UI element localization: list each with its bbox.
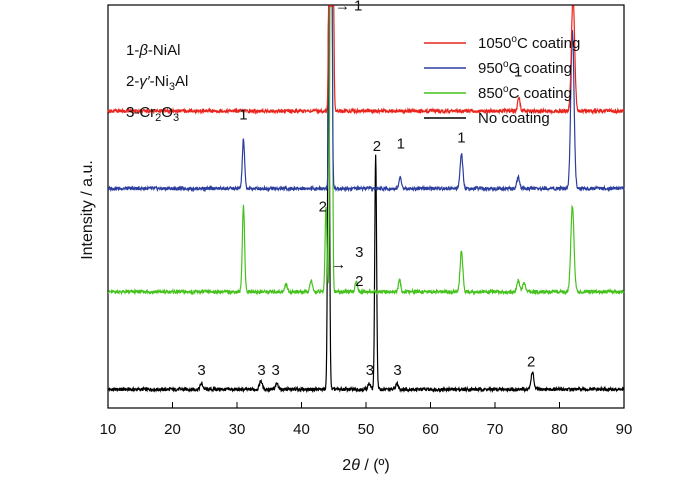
peak-label: 3	[366, 362, 374, 379]
x-tick-label: 10	[100, 421, 117, 438]
x-tick-label: 60	[422, 421, 439, 438]
series-layer	[107, 5, 625, 394]
peak-annotations: 1111123333322→1→32	[197, 0, 535, 379]
phase-key-1: 1-β-NiAl	[126, 42, 180, 59]
peak-callout: →	[331, 256, 346, 273]
legend-label: No coating	[478, 110, 550, 127]
peak-label: 2	[319, 198, 327, 215]
legend-label: 1050oC coating	[478, 34, 580, 52]
legend-label: 850oC coating	[478, 84, 572, 102]
phase-key-3: 3-Cr2O3	[126, 104, 179, 124]
legend: 1050oC coating 950oC coating 850oC coating…	[424, 34, 580, 127]
peak-callout: → 1	[335, 0, 362, 15]
peak-label: 3	[197, 362, 205, 379]
x-tick-label: 70	[487, 421, 504, 438]
peak-label: 3	[257, 362, 265, 379]
peak-label: 1	[514, 64, 522, 81]
x-tick-label: 50	[358, 421, 375, 438]
series-line-850-c-coating	[107, 5, 625, 296]
legend-label: 950oC coating	[478, 59, 572, 77]
x-axis-label: 2θ / (º)	[342, 457, 389, 474]
series-line-no-coating	[107, 17, 625, 394]
phase-key: 1-β-NiAl 2-γ′-Ni3Al 3-Cr2O3	[126, 42, 188, 124]
series-line-1050-c-coating	[107, 5, 625, 116]
peak-label: 1	[239, 107, 247, 124]
peak-label: 3	[272, 362, 280, 379]
series-line-950-c-coating	[107, 5, 625, 193]
peak-label: 2	[527, 353, 535, 370]
peak-callout-label: 2	[355, 273, 363, 290]
phase-key-2: 2-γ′-Ni3Al	[126, 73, 188, 93]
x-ticks: 10 20 30 40 50 60 70 80 90	[100, 402, 633, 438]
peak-label: 3	[393, 362, 401, 379]
y-axis-label: Intensity / a.u.	[79, 160, 96, 260]
x-tick-label: 30	[229, 421, 246, 438]
x-tick-label: 80	[551, 421, 568, 438]
peak-label: 2	[373, 138, 381, 155]
x-tick-label: 40	[293, 421, 310, 438]
peak-label: 1	[397, 135, 405, 152]
peak-label: 1	[457, 130, 465, 147]
x-tick-label: 90	[616, 421, 633, 438]
peak-callout-label: 3	[355, 244, 363, 261]
x-tick-label: 20	[164, 421, 181, 438]
